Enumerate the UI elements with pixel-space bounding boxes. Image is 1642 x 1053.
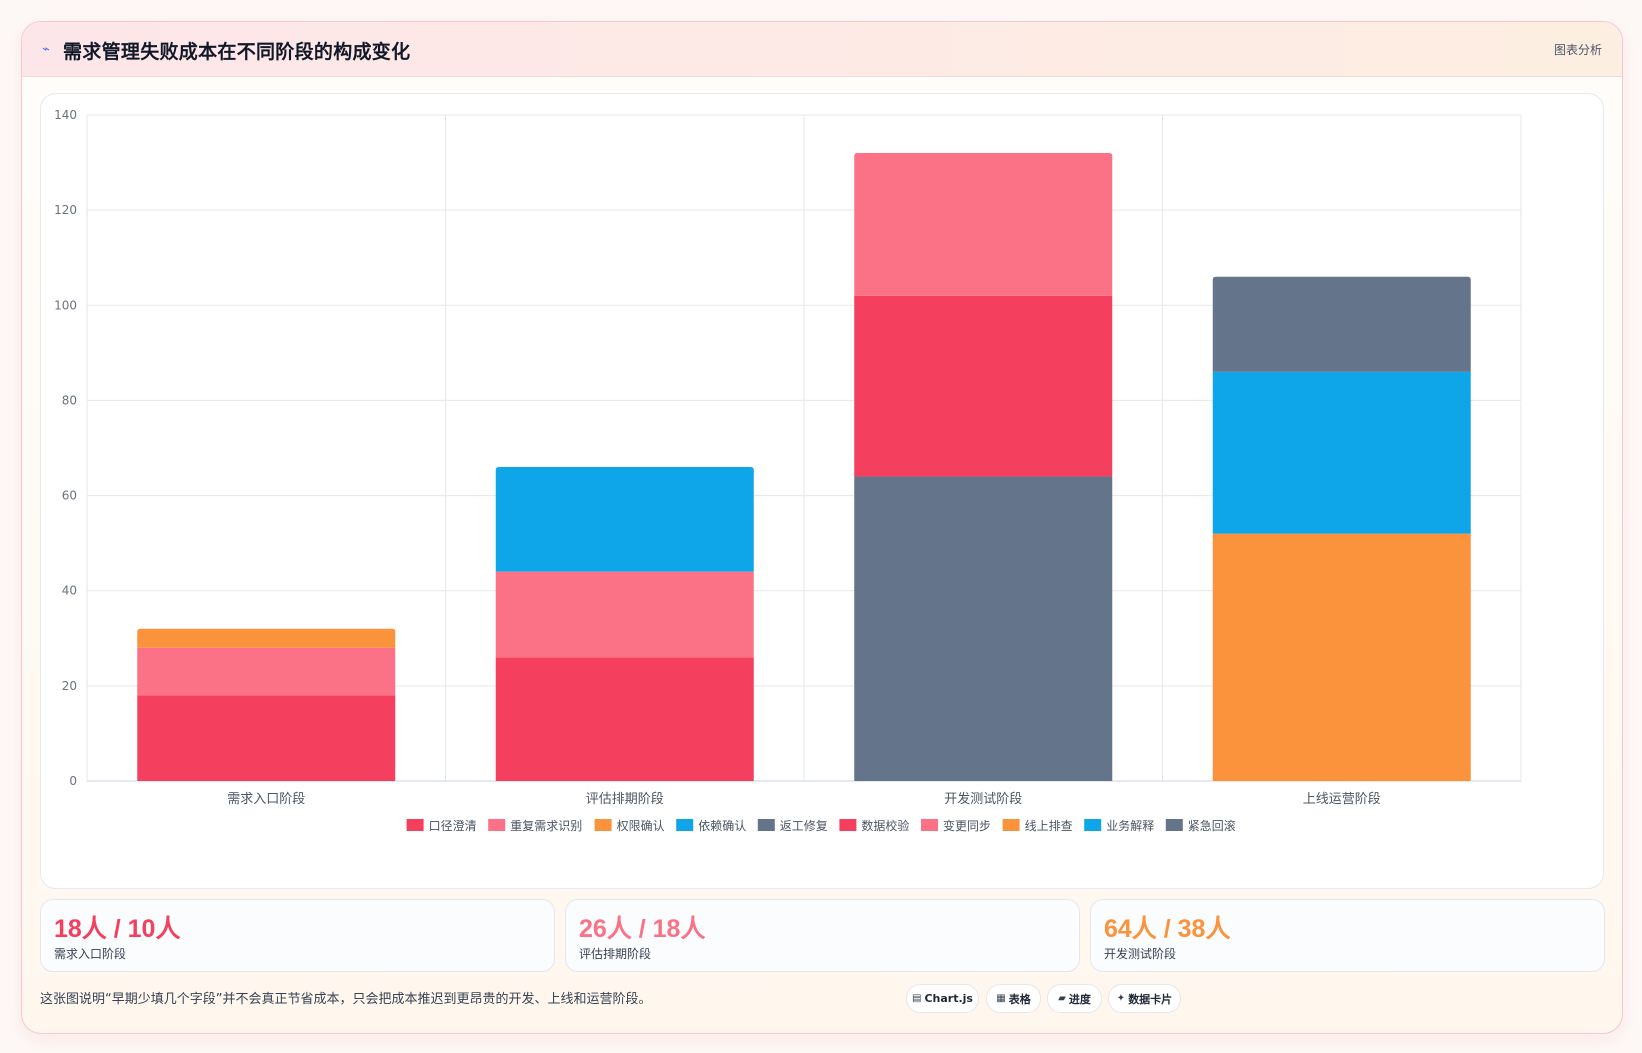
stat-value: 64人 / 38人 xyxy=(1104,915,1231,943)
legend-swatch xyxy=(594,819,612,831)
chart-icon: ▤ xyxy=(912,993,922,1004)
x-tick-label: 需求入口阶段 xyxy=(227,792,305,807)
chip-label: 表格 xyxy=(1008,992,1031,1006)
stacked-bar-chart: 0 20 40 60 80 100 120 140 需求入口阶段 评估排期阶段 开发测试阶段 上线运营… xyxy=(54,108,1522,833)
legend-swatch xyxy=(676,819,694,831)
stat-value: 18人 / 10人 xyxy=(54,915,181,943)
bar-segment xyxy=(1212,371,1471,534)
x-tick-label: 评估排期阶段 xyxy=(586,792,664,807)
y-tick-label: 20 xyxy=(62,679,77,693)
chip-data-card[interactable]: ✦ 数据卡片 xyxy=(1108,984,1181,1013)
chart-trend-icon: ⌁ xyxy=(42,42,50,57)
chip-label: Chart.js xyxy=(924,992,973,1005)
card-header: ⌁ 需求管理失败成本在不同阶段的构成变化 图表分析 xyxy=(22,22,1622,77)
progress-icon: ▰ xyxy=(1058,993,1066,1004)
y-tick-label: 0 xyxy=(69,774,77,788)
legend-label: 返工修复 xyxy=(780,818,828,833)
legend-label: 线上排查 xyxy=(1025,819,1073,833)
bar-segment xyxy=(137,628,396,648)
x-tick-label: 开发测试阶段 xyxy=(944,791,1022,807)
chip-label: 数据卡片 xyxy=(1128,992,1173,1006)
chip-chartjs[interactable]: ▤ Chart.js xyxy=(906,984,979,1013)
legend-swatch xyxy=(839,819,857,831)
legend-label: 变更同步 xyxy=(943,818,991,833)
bar-segment xyxy=(854,476,1113,781)
legend-swatch xyxy=(921,819,938,831)
legend-label: 业务解释 xyxy=(1106,818,1154,833)
sparkle-icon: ✦ xyxy=(1116,993,1126,1004)
legend-label: 口径澄清 xyxy=(429,818,477,833)
stat-label: 评估排期阶段 xyxy=(579,947,652,961)
table-icon: ▦ xyxy=(996,993,1006,1004)
stat-card-development: 64人 / 38人 开发测试阶段 xyxy=(1090,899,1605,972)
stat-label: 需求入口阶段 xyxy=(54,947,127,961)
header-tag: 图表分析 xyxy=(1553,43,1602,57)
bar-segment xyxy=(854,295,1113,477)
legend-label: 依赖确认 xyxy=(698,818,746,833)
legend-swatch xyxy=(1002,819,1020,831)
chip-progress[interactable]: ▰ 进度 xyxy=(1047,984,1102,1013)
chart-card: ⌁ 需求管理失败成本在不同阶段的构成变化 图表分析 0 20 40 60 80 100 12… xyxy=(21,21,1623,1034)
legend-swatch xyxy=(1165,819,1183,831)
stat-value: 26人 / 18人 xyxy=(579,915,706,943)
footnote: 这张图说明“早期少填几个字段”并不会真正节省成本，只会把成本推迟到更昂贵的开发、… xyxy=(40,992,652,1007)
y-tick-label: 40 xyxy=(62,584,77,598)
stat-card-evaluation: 26人 / 18人 评估排期阶段 xyxy=(565,899,1080,972)
legend-label: 重复需求识别 xyxy=(510,819,582,833)
legend-label: 紧急回滚 xyxy=(1188,818,1236,833)
legend-swatch xyxy=(1084,819,1102,831)
chip-label: 进度 xyxy=(1068,992,1091,1006)
legend-label: 权限确认 xyxy=(617,819,665,833)
bar-segment xyxy=(137,695,396,781)
bar-segment xyxy=(854,153,1113,296)
chart-panel: 0 20 40 60 80 100 120 140 需求入口阶段 评估排期阶段 开发测试阶段 上线运营… xyxy=(40,93,1604,889)
bar-segment xyxy=(495,467,754,572)
bar-segment xyxy=(137,647,396,696)
legend-swatch xyxy=(488,819,506,831)
bar-segment xyxy=(1212,533,1471,781)
bar-segment xyxy=(495,657,754,781)
legend-swatch xyxy=(757,819,775,831)
y-tick-label: 60 xyxy=(62,489,77,503)
legend-swatch xyxy=(406,819,424,831)
y-tick-label: 100 xyxy=(54,298,77,312)
legend-label: 数据校验 xyxy=(861,818,909,833)
chart-title: 需求管理失败成本在不同阶段的构成变化 xyxy=(63,41,411,63)
stat-card-entry: 18人 / 10人 需求入口阶段 xyxy=(40,899,555,972)
stat-label: 开发测试阶段 xyxy=(1104,947,1177,961)
y-tick-label: 120 xyxy=(54,203,77,217)
y-tick-label: 80 xyxy=(62,393,77,407)
y-tick-label: 140 xyxy=(54,108,77,122)
x-tick-label: 上线运营阶段 xyxy=(1303,792,1381,807)
bar-segment xyxy=(1212,276,1471,372)
bar-segment xyxy=(495,571,754,658)
chip-table[interactable]: ▦ 表格 xyxy=(986,984,1041,1013)
